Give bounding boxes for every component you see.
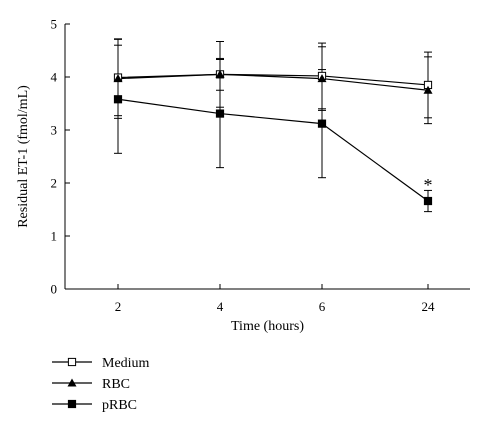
data-point-rbc xyxy=(215,69,225,78)
legend-marker-prbc xyxy=(67,399,77,409)
x-axis-label: Time (hours) xyxy=(231,319,304,334)
annotations: * xyxy=(424,175,433,195)
x-tick-label: 24 xyxy=(422,299,436,314)
legend-marker-medium xyxy=(67,357,77,367)
error-bars xyxy=(114,38,432,213)
series-line-medium xyxy=(117,73,429,86)
legend-label: pRBC xyxy=(102,398,137,413)
data-markers xyxy=(113,69,433,206)
legend: Medium RBC pRBC xyxy=(52,356,150,413)
x-tick-label: 4 xyxy=(217,299,224,314)
legend-marker-rbc xyxy=(67,378,77,387)
y-tick-label: 0 xyxy=(51,282,58,297)
x-tick-label: 2 xyxy=(115,299,122,314)
y-tick-label: 5 xyxy=(51,17,58,32)
series-lines xyxy=(117,73,429,202)
y-axis-label: Residual ET-1 (fmol/mL) xyxy=(16,85,31,228)
y-ticks: 0 1 2 3 4 5 xyxy=(51,17,70,297)
x-tick-label: 6 xyxy=(319,299,326,314)
legend-label: RBC xyxy=(102,377,130,392)
legend-item-prbc: pRBC xyxy=(52,398,137,413)
axes xyxy=(64,24,470,290)
y-tick-label: 3 xyxy=(51,123,58,138)
series-line-rbc xyxy=(117,73,429,91)
data-point-rbc xyxy=(113,74,123,83)
significance-asterisk: * xyxy=(424,175,433,195)
y-tick-label: 2 xyxy=(51,176,58,191)
data-point-prbc xyxy=(423,196,433,206)
y-tick-label: 4 xyxy=(51,70,58,85)
data-point-prbc xyxy=(113,95,123,104)
data-point-rbc xyxy=(317,74,327,83)
legend-item-medium: Medium xyxy=(52,356,150,371)
legend-label: Medium xyxy=(102,356,150,371)
data-point-rbc xyxy=(423,85,433,94)
legend-item-rbc: RBC xyxy=(52,377,130,392)
x-ticks: 2 4 6 24 xyxy=(115,284,435,314)
y-tick-label: 1 xyxy=(51,229,58,244)
data-point-prbc xyxy=(215,109,225,118)
data-point-prbc xyxy=(317,119,327,128)
series-line-prbc xyxy=(117,98,429,202)
